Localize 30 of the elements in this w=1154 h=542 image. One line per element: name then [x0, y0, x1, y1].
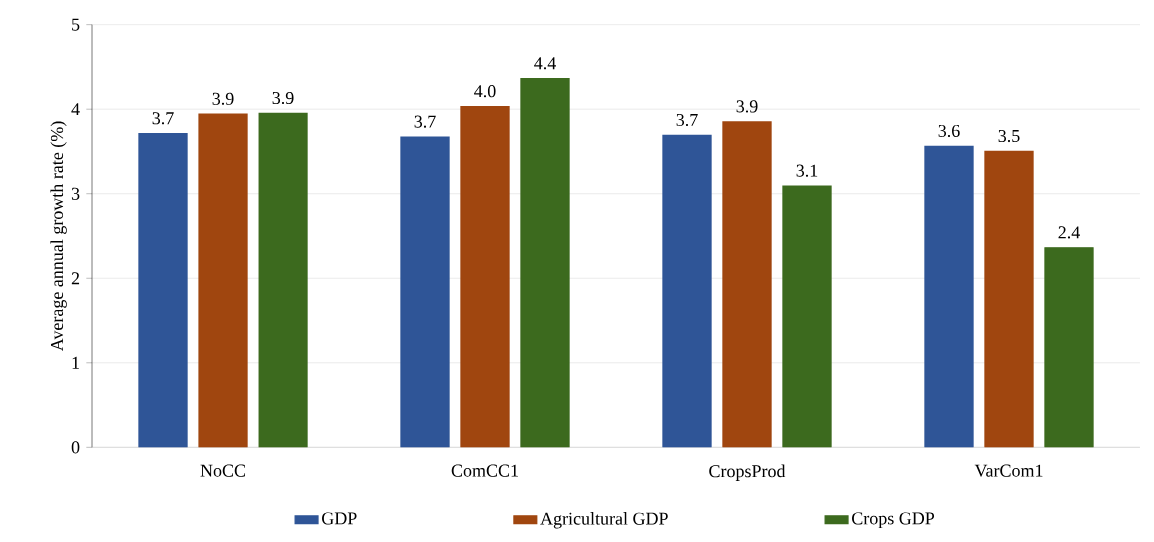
- bar: [400, 136, 450, 448]
- data-label: 2.4: [1058, 226, 1080, 239]
- x-tick-label: CropsProd: [709, 464, 786, 481]
- bar: [662, 134, 712, 448]
- data-label: 3.9: [736, 100, 758, 113]
- y-tick-label: 2: [71, 272, 80, 285]
- data-label: 3.5: [998, 129, 1020, 143]
- data-label: 3.6: [938, 124, 960, 138]
- x-tick-label: ComCC1: [451, 464, 518, 477]
- x-tick-label: NoCC: [200, 464, 246, 477]
- legend-label: Crops GDP: [852, 512, 935, 529]
- y-axis-title: Average annual growth rate (%): [50, 121, 67, 352]
- data-label: 3.9: [272, 91, 294, 105]
- y-tick-label: 4: [71, 103, 80, 116]
- legend-label: Agricultural GDP: [540, 512, 668, 529]
- data-label: 3.7: [414, 115, 436, 128]
- data-label: 4.4: [534, 57, 556, 70]
- legend-label: GDP: [322, 512, 357, 525]
- data-label: 4.0: [474, 85, 496, 98]
- y-tick-label: 5: [72, 18, 80, 31]
- x-tick-label: VarCom1: [974, 464, 1043, 477]
- data-label: 3.9: [212, 92, 234, 105]
- y-tick-label: 1: [72, 356, 79, 369]
- data-label: 3.7: [676, 113, 698, 127]
- data-label: 3.1: [796, 164, 818, 177]
- bar: [138, 133, 188, 448]
- y-tick-label: 3: [71, 187, 80, 200]
- bar: [924, 145, 974, 448]
- data-label: 3.7: [152, 112, 174, 125]
- y-tick-label: 0: [71, 441, 80, 454]
